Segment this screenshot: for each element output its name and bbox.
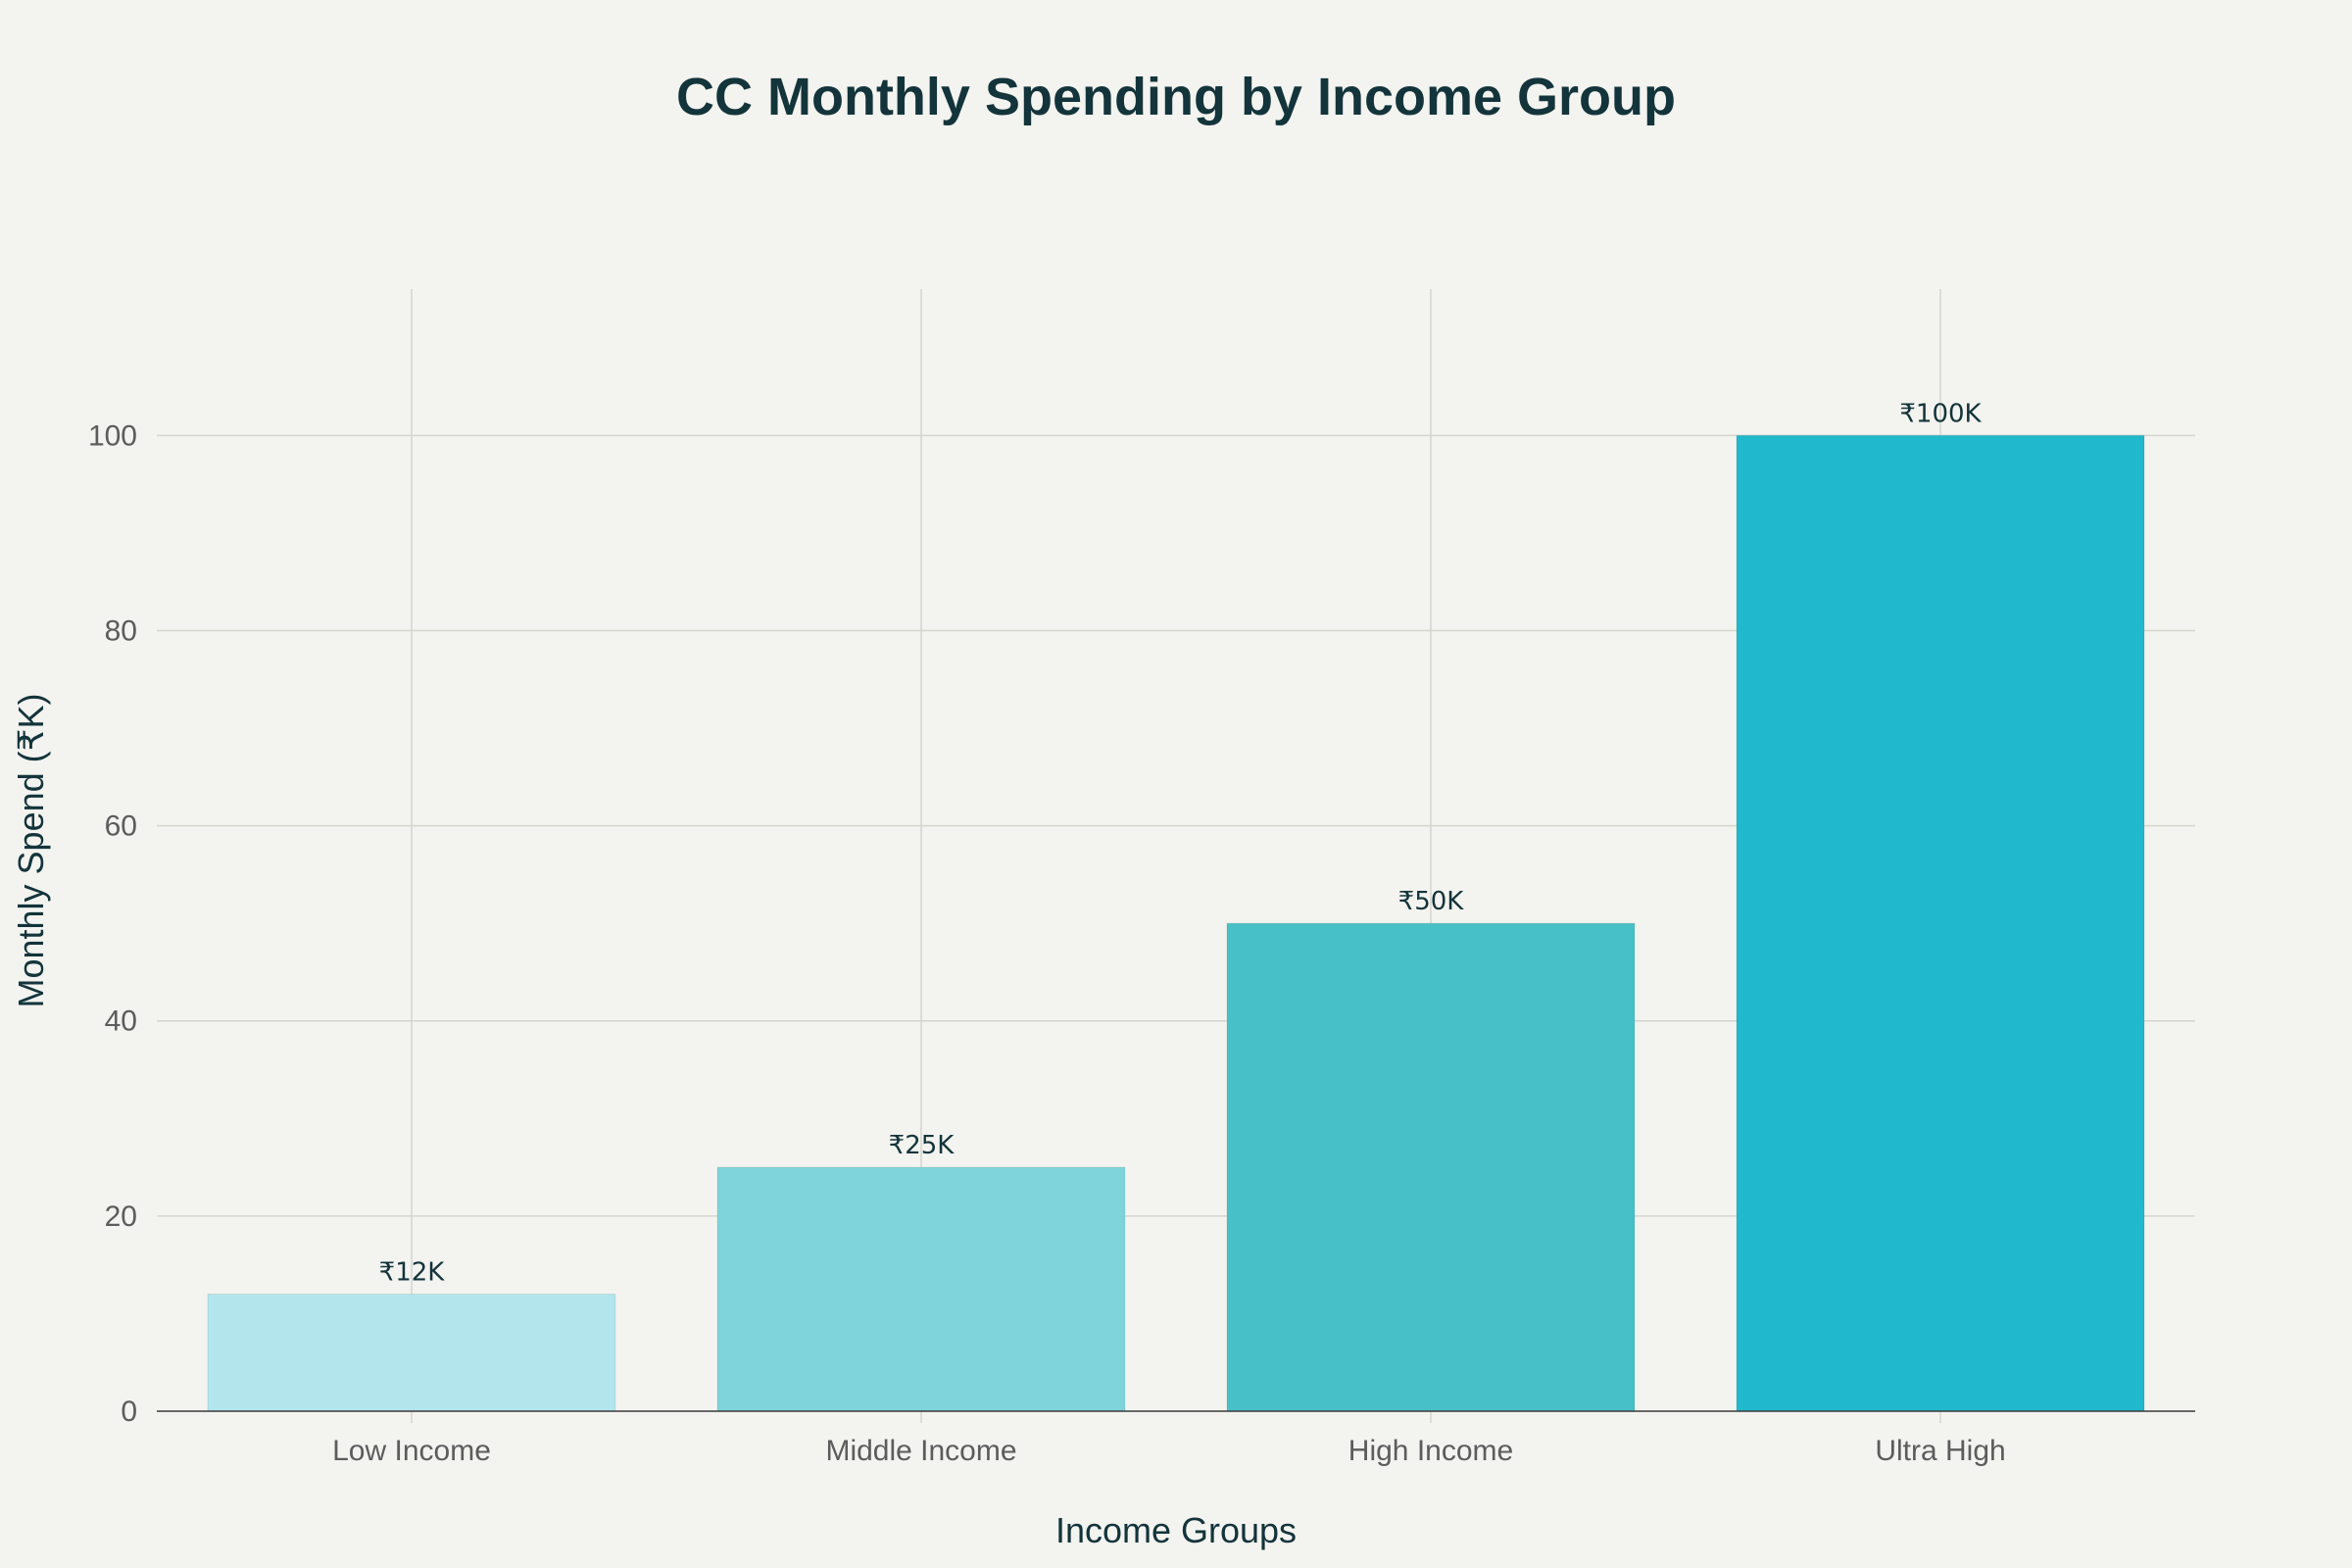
x-tick-labels: Low Income Middle Income High Income Ultra … bbox=[332, 1435, 2006, 1467]
x-tick-label: Low Income bbox=[332, 1435, 491, 1467]
bar bbox=[716, 1166, 1126, 1412]
x-axis-title: Income Groups bbox=[1055, 1510, 1297, 1550]
x-tick-label: Ultra High bbox=[1875, 1435, 2005, 1467]
bar-data-label: ₹50K bbox=[1398, 887, 1465, 916]
data-labels: ₹12K ₹25K ₹50K ₹100K bbox=[379, 399, 1983, 1287]
x-gridlines bbox=[411, 289, 1941, 1423]
bar-data-label: ₹25K bbox=[889, 1131, 956, 1160]
y-tick-labels: 0 20 40 60 80 100 bbox=[88, 419, 137, 1428]
y-tick-label: 20 bbox=[105, 1200, 137, 1233]
y-tick-label: 60 bbox=[105, 810, 137, 843]
bar-data-label: ₹100K bbox=[1899, 399, 1982, 428]
bar-data-label: ₹12K bbox=[379, 1258, 446, 1288]
y-tick-label: 100 bbox=[88, 419, 137, 452]
x-tick-label: Middle Income bbox=[825, 1435, 1016, 1467]
bars bbox=[207, 434, 2145, 1412]
y-axis-title: Monthly Spend (₹K) bbox=[11, 693, 51, 1007]
y-tick-label: 40 bbox=[105, 1005, 137, 1038]
bar bbox=[1736, 434, 2145, 1412]
x-tick-label: High Income bbox=[1348, 1435, 1513, 1467]
y-tick-label: 0 bbox=[121, 1396, 137, 1428]
bar bbox=[1226, 922, 1636, 1412]
bar bbox=[207, 1294, 616, 1412]
chart-title: CC Monthly Spending by Income Group bbox=[676, 68, 1676, 126]
y-tick-label: 80 bbox=[105, 614, 137, 647]
